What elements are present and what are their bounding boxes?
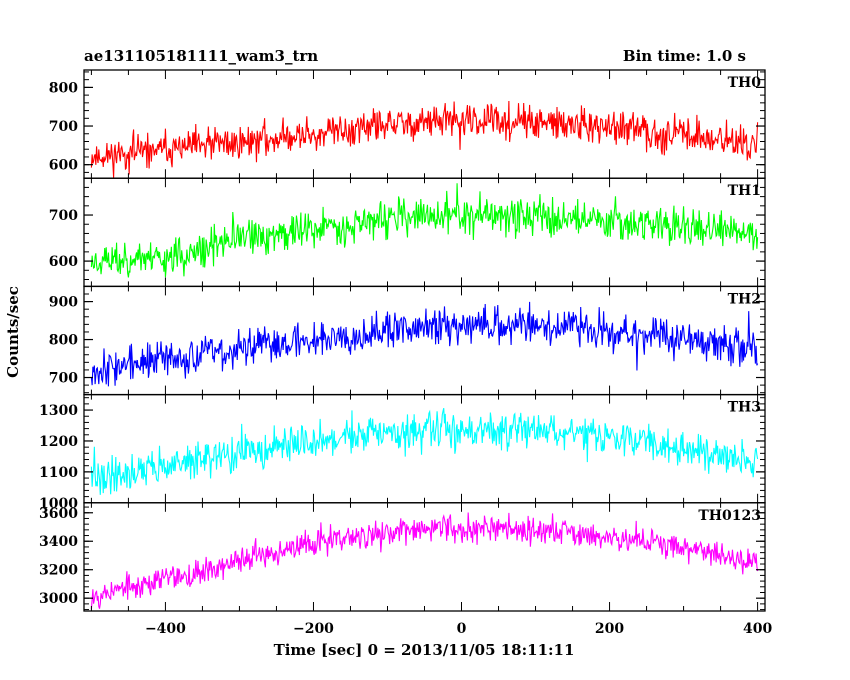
- x-axis-label: Time [sec] 0 = 2013/11/05 18:11:11: [274, 641, 575, 659]
- series-line-th1: [90, 183, 759, 278]
- panel-label: TH0123: [698, 508, 761, 524]
- y-tick-label: 700: [49, 119, 78, 135]
- panels-group: 600 700 800 TH0 600 700 TH1 700 800 900 TH2 1000 110…: [39, 69, 766, 612]
- y-tick-label: 700: [49, 208, 78, 224]
- series-line-th3: [90, 408, 759, 495]
- panel-th0: 600 700 800 TH0: [49, 69, 766, 179]
- x-tick-label: −400: [145, 621, 186, 637]
- panel-th1: 600 700 TH1: [49, 177, 766, 288]
- x-tick-label: 400: [743, 621, 772, 637]
- y-axis-label: Counts/sec: [4, 286, 22, 378]
- panel-label: TH3: [728, 400, 761, 416]
- x-tick-label: 0: [457, 621, 467, 637]
- chart-title: ae131105181111_wam3_trn: [84, 47, 318, 65]
- y-tick-label: 1000: [39, 496, 78, 512]
- y-tick-label: 3600: [39, 506, 78, 522]
- x-tick-label: −200: [293, 621, 334, 637]
- y-tick-label: 700: [49, 371, 78, 387]
- panel-th2: 700 800 900 TH2: [49, 285, 766, 396]
- y-tick-label: 1200: [39, 434, 78, 450]
- y-tick-label: 3200: [39, 563, 78, 579]
- y-tick-label: 3400: [39, 534, 78, 550]
- panel-label: TH2: [728, 291, 761, 307]
- x-axis: −400 −200 0 200 400: [145, 621, 773, 637]
- panel-label: TH1: [728, 183, 761, 199]
- panel-label: TH0: [728, 75, 762, 91]
- series-line-th2: [90, 301, 759, 387]
- panel-th3: 1000 1100 1200 1300 TH3: [39, 393, 766, 512]
- panel-th0123: 3000 3200 3400 3600 TH0123: [39, 502, 766, 612]
- y-tick-label: 600: [49, 158, 78, 174]
- series-line-th0123: [90, 512, 759, 610]
- y-tick-label: 800: [49, 80, 78, 96]
- x-tick-label: 200: [595, 621, 624, 637]
- y-tick-label: 600: [49, 254, 78, 270]
- series-line-th0: [90, 100, 759, 178]
- y-tick-label: 900: [49, 295, 78, 311]
- y-tick-label: 1100: [39, 465, 78, 481]
- y-tick-label: 800: [49, 333, 78, 349]
- panel-frame: [83, 502, 766, 612]
- y-tick-label: 3000: [39, 591, 78, 607]
- bin-time-label: Bin time: 1.0 s: [623, 47, 746, 65]
- y-tick-label: 1300: [39, 403, 78, 419]
